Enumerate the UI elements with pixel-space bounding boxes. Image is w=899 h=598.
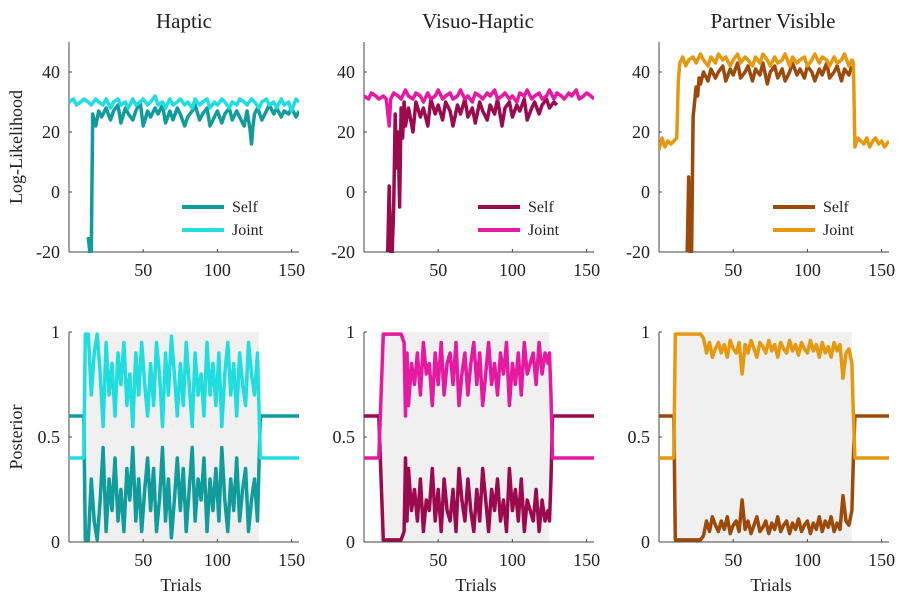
y-tick-label: 20: [337, 122, 355, 142]
y-tick-label: 1: [51, 322, 60, 342]
x-tick-label: 150: [573, 260, 600, 280]
legend-label-self: Self: [823, 199, 849, 216]
x-tick-label: 100: [794, 260, 821, 280]
x-tick-label: 50: [429, 260, 447, 280]
series-line-self: [659, 414, 889, 542]
series-line-self: [385, 97, 559, 253]
x-tick-label: 50: [429, 550, 447, 570]
x-axis-label: Trials: [455, 575, 496, 595]
shaded-region: [675, 332, 852, 542]
panel-haptic-posterior: Posterior Trials 50 100 150 0 0.5 1: [6, 322, 305, 595]
legend-label-self: Self: [528, 199, 554, 216]
x-tick-label: 150: [278, 260, 305, 280]
y-tick-label: -20: [331, 242, 355, 262]
y-tick-label: 40: [42, 62, 60, 82]
y-tick-label: 0.5: [333, 427, 356, 447]
x-tick-label: 100: [204, 260, 231, 280]
y-tick-label: -20: [36, 242, 60, 262]
x-axis-label: Trials: [750, 575, 791, 595]
x-tick-label: 150: [278, 550, 305, 570]
legend: Self Joint: [478, 199, 560, 239]
series-line-joint: [659, 332, 889, 460]
panel-title: Partner Visible: [711, 9, 836, 33]
x-tick-label: 50: [134, 260, 152, 280]
series-line-self: [364, 414, 594, 542]
y-axis-label: Posterior: [6, 404, 26, 469]
y-tick-label: -20: [626, 242, 650, 262]
y-tick-label: 0.5: [628, 427, 651, 447]
y-axis-label: Log-Likelihood: [6, 90, 26, 204]
panel-visuohaptic-loglik: Visuo-Haptic 50 100 150 -20 0 20 40 Self Joint: [331, 9, 600, 280]
x-tick-label: 50: [134, 550, 152, 570]
panel-haptic-loglik: Haptic Log-Likelihood 50 100 150 -20 0 20 40 S…: [6, 9, 305, 280]
y-tick-label: 20: [632, 122, 650, 142]
legend: Self Joint: [773, 199, 855, 239]
series-line-self: [69, 414, 299, 542]
y-tick-label: 40: [337, 62, 355, 82]
legend-label-joint: Joint: [232, 222, 264, 239]
panel-title: Visuo-Haptic: [422, 9, 534, 33]
x-tick-label: 100: [499, 260, 526, 280]
y-tick-label: 20: [42, 122, 60, 142]
series-line-joint: [69, 332, 299, 460]
panel-visuohaptic-posterior: Trials 50 100 150 0 0.5 1: [333, 322, 601, 595]
y-tick-label: 0.5: [38, 427, 61, 447]
y-tick-label: 0: [346, 532, 355, 552]
x-tick-label: 50: [724, 260, 742, 280]
x-axis-label: Trials: [160, 575, 201, 595]
y-tick-label: 0: [51, 182, 60, 202]
x-tick-label: 150: [573, 550, 600, 570]
y-tick-label: 0: [51, 532, 60, 552]
series-line-self: [685, 61, 854, 253]
x-tick-label: 150: [868, 550, 895, 570]
legend-label-joint: Joint: [823, 222, 855, 239]
x-tick-label: 100: [204, 550, 231, 570]
series-line-joint: [659, 52, 889, 151]
y-tick-label: 1: [346, 322, 355, 342]
y-tick-label: 0: [641, 182, 650, 202]
panel-title: Haptic: [156, 9, 212, 33]
x-tick-label: 100: [794, 550, 821, 570]
series-line-joint: [364, 332, 594, 460]
panel-partner-posterior: Trials 50 100 150 0 0.5 1: [628, 322, 896, 595]
panel-partner-loglik: Partner Visible 50 100 150 -20 0 20 40 Self Jo…: [626, 9, 895, 280]
x-tick-label: 150: [868, 260, 895, 280]
legend: Self Joint: [182, 199, 264, 239]
y-tick-label: 1: [641, 322, 650, 342]
y-tick-label: 40: [632, 62, 650, 82]
series-line-joint: [364, 88, 594, 128]
x-tick-label: 50: [724, 550, 742, 570]
x-tick-label: 100: [499, 550, 526, 570]
legend-label-self: Self: [232, 199, 258, 216]
y-tick-label: 0: [641, 532, 650, 552]
legend-label-joint: Joint: [528, 222, 560, 239]
series-line-joint: [69, 94, 299, 113]
y-tick-label: 0: [346, 182, 355, 202]
